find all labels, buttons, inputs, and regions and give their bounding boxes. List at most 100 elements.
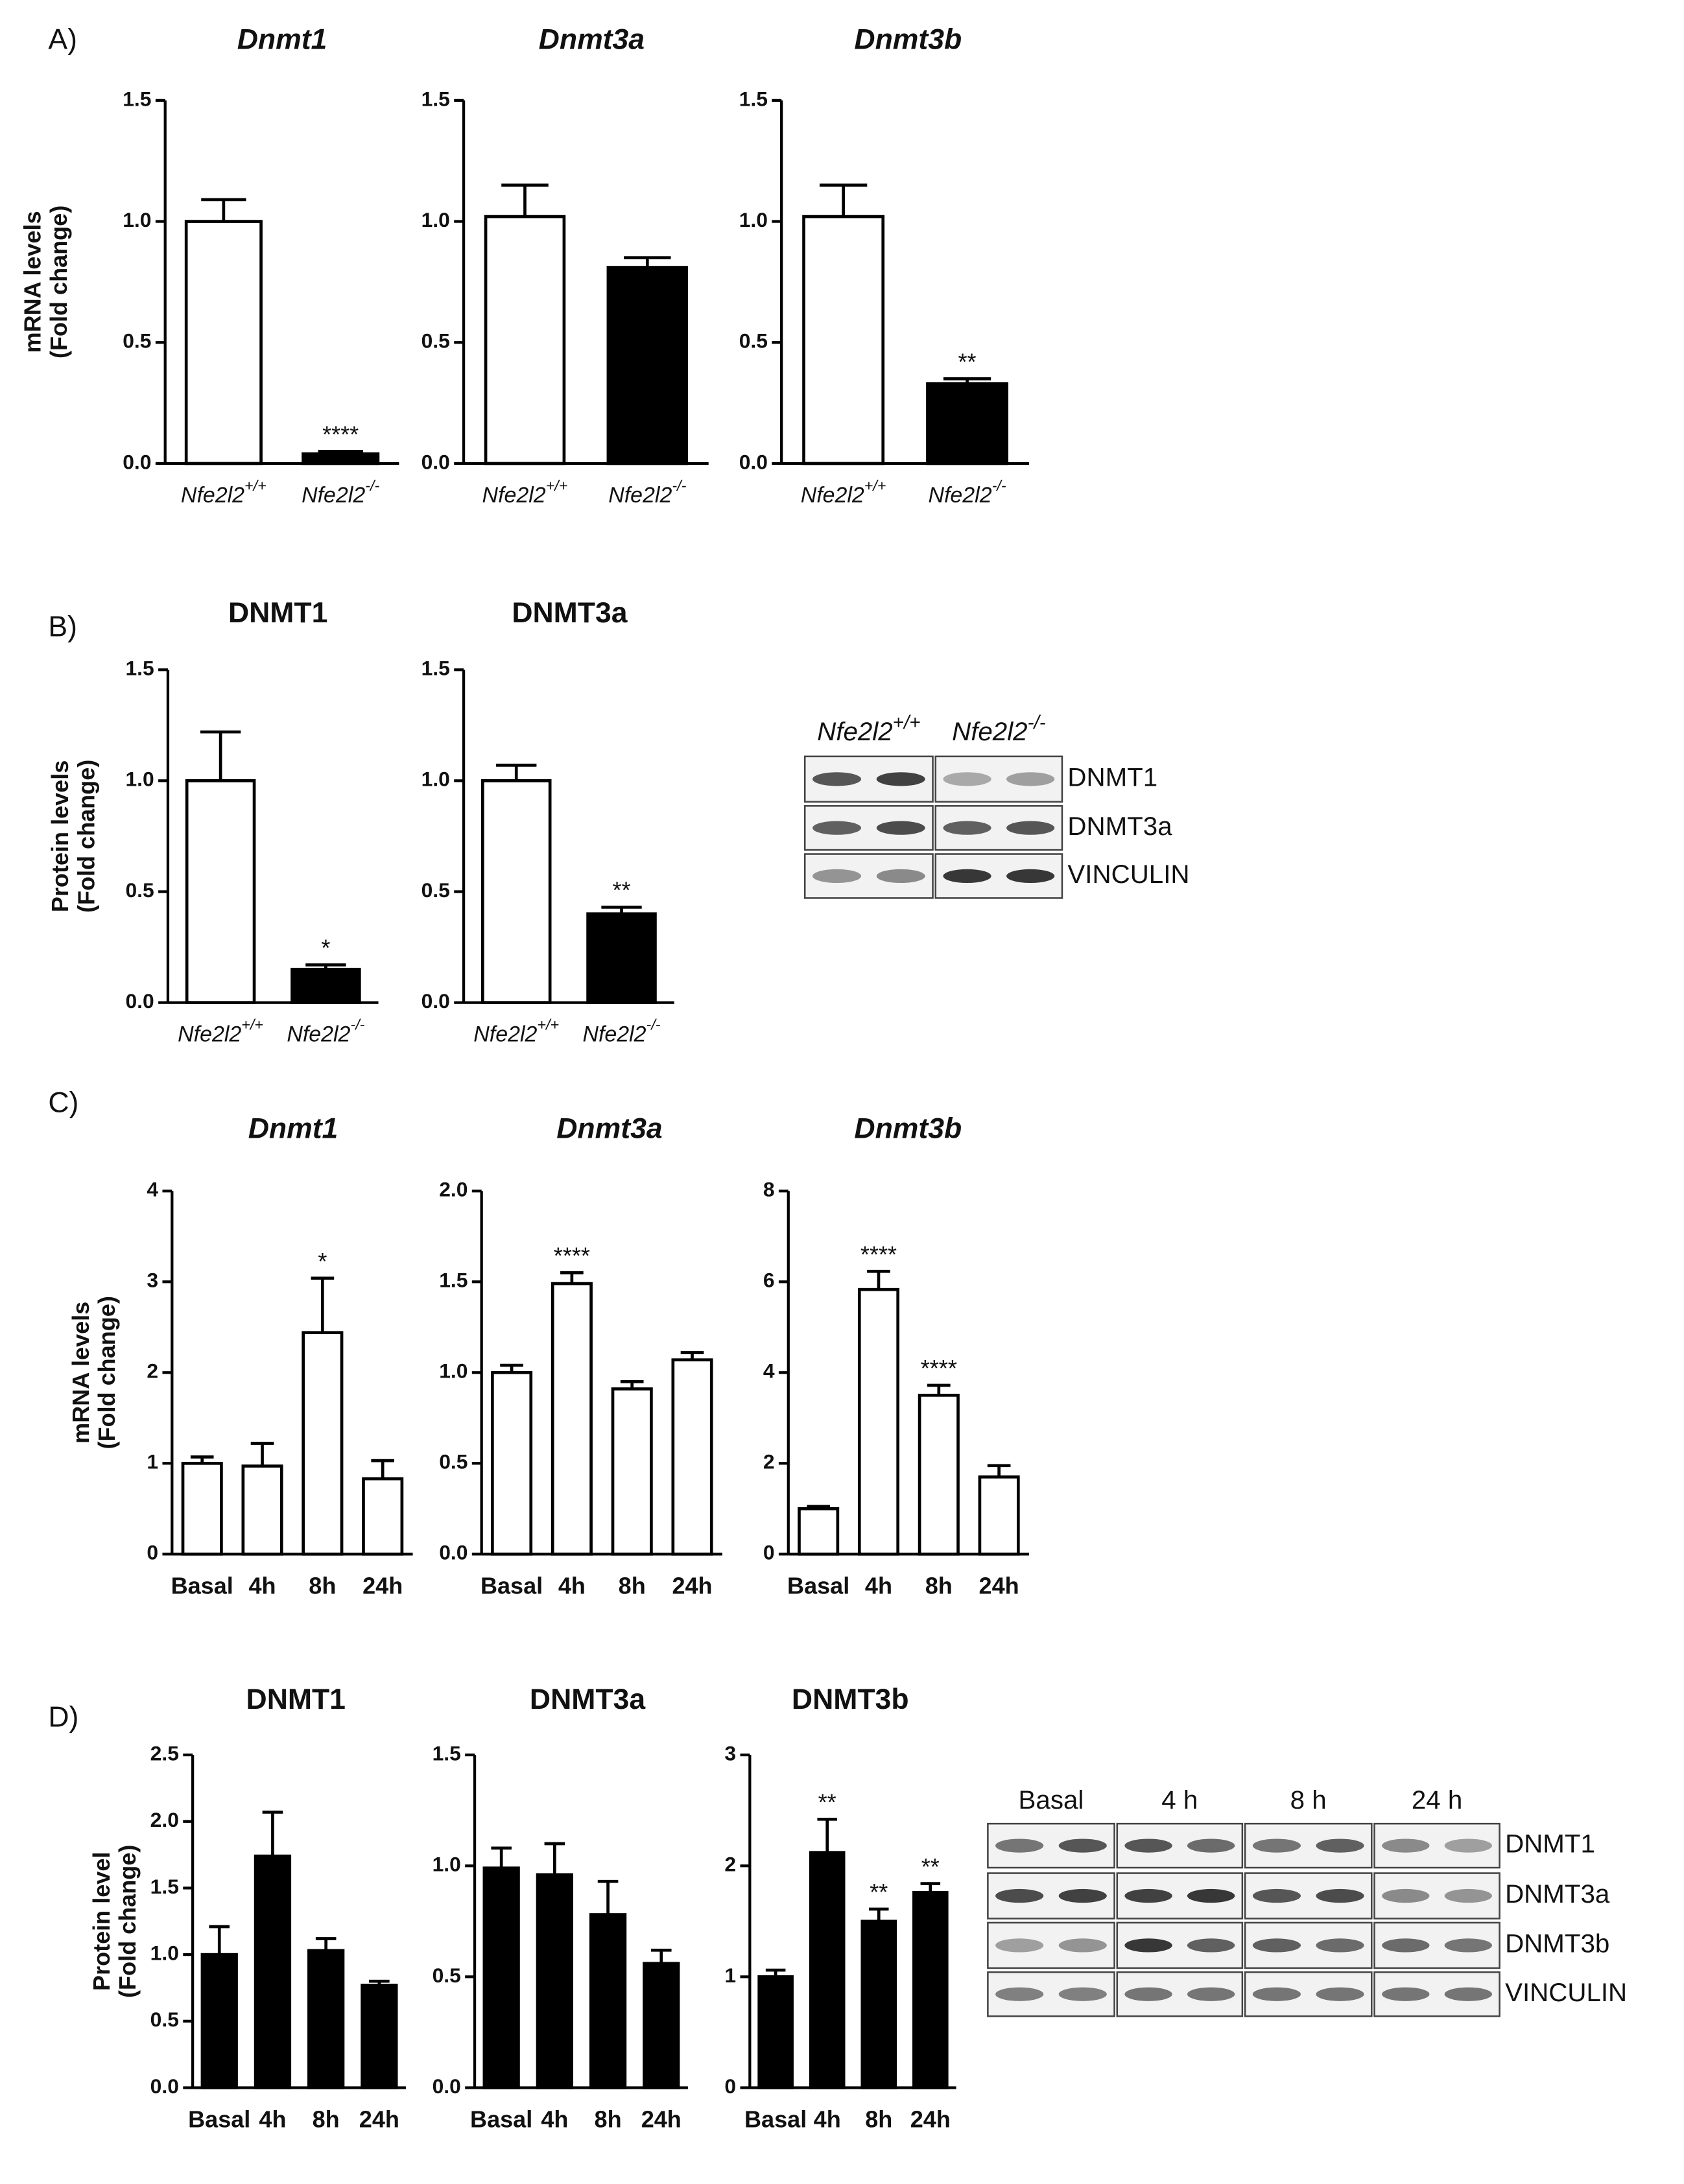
y-tick-label: 1.0 bbox=[125, 768, 154, 791]
category-superscript: +/+ bbox=[546, 477, 568, 494]
blot-column-header: Basal bbox=[1019, 1785, 1084, 1814]
y-tick-label: 0.0 bbox=[433, 2074, 461, 2098]
bar bbox=[291, 967, 361, 1004]
category-name: Basal bbox=[787, 1572, 849, 1599]
y-tick-label: 1.0 bbox=[739, 208, 768, 231]
error-bar bbox=[315, 1937, 337, 1951]
error-bar bbox=[209, 1925, 230, 1955]
panel-label: D) bbox=[48, 1702, 78, 1733]
blot-band bbox=[1058, 1838, 1107, 1853]
chart-title: DNMT3a bbox=[512, 597, 628, 629]
column-header-superscript: +/+ bbox=[893, 712, 921, 733]
y-axis-label: Protein levels bbox=[47, 760, 73, 912]
blot-row-label: DNMT1 bbox=[1505, 1829, 1595, 1859]
significance-label: ** bbox=[818, 1789, 836, 1816]
bar bbox=[978, 1475, 1020, 1556]
category-name: Nfe2l2 bbox=[608, 483, 672, 508]
bar bbox=[362, 1477, 404, 1556]
error-bar bbox=[987, 1464, 1011, 1477]
error-bar bbox=[491, 1846, 512, 1868]
x-tick-label: 24h bbox=[362, 1572, 403, 1599]
category-superscript: +/+ bbox=[864, 477, 886, 494]
significance-label: ** bbox=[870, 1879, 888, 1905]
blot-column-header: Nfe2l2+/+ bbox=[817, 712, 920, 746]
error-bar bbox=[544, 1842, 565, 1875]
blot-frame bbox=[934, 755, 1063, 803]
y-tick-label: 2.0 bbox=[439, 1178, 468, 1201]
bar bbox=[757, 1975, 794, 2089]
y-tick-label: 1.5 bbox=[150, 1875, 179, 1898]
y-tick-label: 1.5 bbox=[123, 87, 151, 110]
error-bar bbox=[311, 1276, 335, 1333]
x-tick-label: Basal bbox=[787, 1572, 849, 1599]
blot-band bbox=[1124, 1987, 1172, 2001]
blot-band bbox=[1382, 1938, 1430, 1953]
bar bbox=[185, 779, 256, 1004]
y-axis-label: (Fold change) bbox=[93, 1296, 120, 1449]
blot-column-header: 24 h bbox=[1412, 1785, 1462, 1814]
blot-band bbox=[876, 821, 925, 835]
blot-band bbox=[1058, 1938, 1107, 1953]
x-tick-label: Basal bbox=[188, 2106, 250, 2132]
category-superscript: +/+ bbox=[537, 1016, 559, 1033]
y-tick-label: 0.0 bbox=[123, 450, 151, 473]
category-name: 8h bbox=[865, 2106, 892, 2132]
y-tick-label: 1.0 bbox=[421, 208, 450, 231]
bar bbox=[857, 1287, 900, 1556]
x-tick-label: Basal bbox=[744, 2106, 807, 2132]
significance-label: **** bbox=[860, 1241, 897, 1267]
chart-title: DNMT3b bbox=[792, 1684, 909, 1715]
y-tick-label: 2 bbox=[147, 1359, 158, 1383]
y-tick-label: 2.0 bbox=[150, 1808, 179, 1831]
bar bbox=[491, 1370, 533, 1556]
y-tick-label: 3 bbox=[724, 1741, 736, 1765]
y-tick-label: 0.0 bbox=[150, 2074, 179, 2098]
y-tick-label: 1.5 bbox=[433, 1741, 461, 1765]
y-tick-label: 1.5 bbox=[125, 657, 154, 680]
blot-band bbox=[1124, 1938, 1172, 1953]
category-superscript: -/- bbox=[350, 1016, 364, 1033]
bar bbox=[926, 382, 1008, 465]
category-name: 8h bbox=[619, 1572, 646, 1599]
y-tick-label: 0.5 bbox=[421, 878, 450, 902]
category-name: Nfe2l2 bbox=[928, 483, 991, 508]
category-superscript: +/+ bbox=[241, 1016, 263, 1033]
blot-band bbox=[1444, 1938, 1493, 1953]
y-tick-label: 1 bbox=[147, 1450, 158, 1474]
y-tick-label: 0 bbox=[763, 1541, 775, 1564]
significance-label: ** bbox=[612, 877, 630, 904]
blot-band bbox=[1382, 1987, 1430, 2001]
category-name: 24h bbox=[641, 2106, 682, 2132]
blot-band bbox=[1382, 1838, 1430, 1853]
blot-frame bbox=[987, 1921, 1115, 1969]
x-tick-label: Nfe2l2+/+ bbox=[801, 477, 886, 508]
chart-title: DNMT3a bbox=[530, 1684, 646, 1715]
y-tick-label: 1.5 bbox=[439, 1269, 468, 1292]
y-tick-label: 0.5 bbox=[125, 878, 154, 902]
y-tick-label: 1.5 bbox=[421, 87, 450, 110]
category-superscript: -/- bbox=[672, 477, 686, 494]
y-tick-label: 3 bbox=[147, 1269, 158, 1292]
blot-band bbox=[1444, 1888, 1493, 1903]
x-tick-label: Nfe2l2-/- bbox=[582, 1016, 660, 1047]
column-header-name: 8 h bbox=[1290, 1785, 1327, 1814]
significance-label: **** bbox=[554, 1242, 590, 1269]
blot-band bbox=[1006, 869, 1055, 884]
category-name: Nfe2l2 bbox=[287, 1022, 350, 1046]
y-tick-label: 1.0 bbox=[123, 208, 151, 231]
error-bar bbox=[560, 1271, 584, 1284]
blot-band bbox=[1382, 1888, 1430, 1903]
bar bbox=[254, 1854, 292, 2089]
error-bar bbox=[201, 198, 246, 222]
blot-band bbox=[1316, 1938, 1364, 1953]
bar bbox=[809, 1851, 846, 2089]
blot-row-label: VINCULIN bbox=[1505, 1978, 1627, 2007]
bar bbox=[184, 220, 263, 465]
x-tick-label: Nfe2l2+/+ bbox=[181, 477, 267, 508]
column-header-superscript: -/- bbox=[1028, 712, 1046, 733]
category-superscript: -/- bbox=[365, 477, 379, 494]
bar bbox=[798, 1507, 840, 1556]
category-name: Nfe2l2 bbox=[582, 1022, 646, 1046]
